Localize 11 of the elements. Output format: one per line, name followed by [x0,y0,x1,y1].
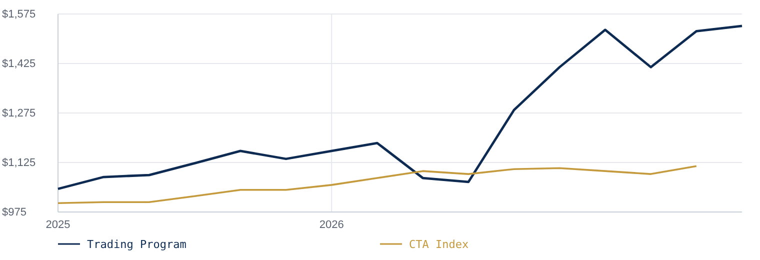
y-tick-label: $1,125 [2,157,36,170]
y-tick-label: $1,575 [2,8,36,21]
x-tick-label: 2025 [46,218,70,231]
y-tick-label: $1,275 [2,108,36,120]
legend-label: Trading Program [87,238,187,251]
line-series [57,165,698,204]
y-tick-label: $975 [2,206,26,219]
y-tick-label: $1,425 [2,58,36,70]
x-tick-label: 2026 [319,218,344,231]
line-series [56,24,744,190]
legend-label: CTA Index [409,238,469,251]
